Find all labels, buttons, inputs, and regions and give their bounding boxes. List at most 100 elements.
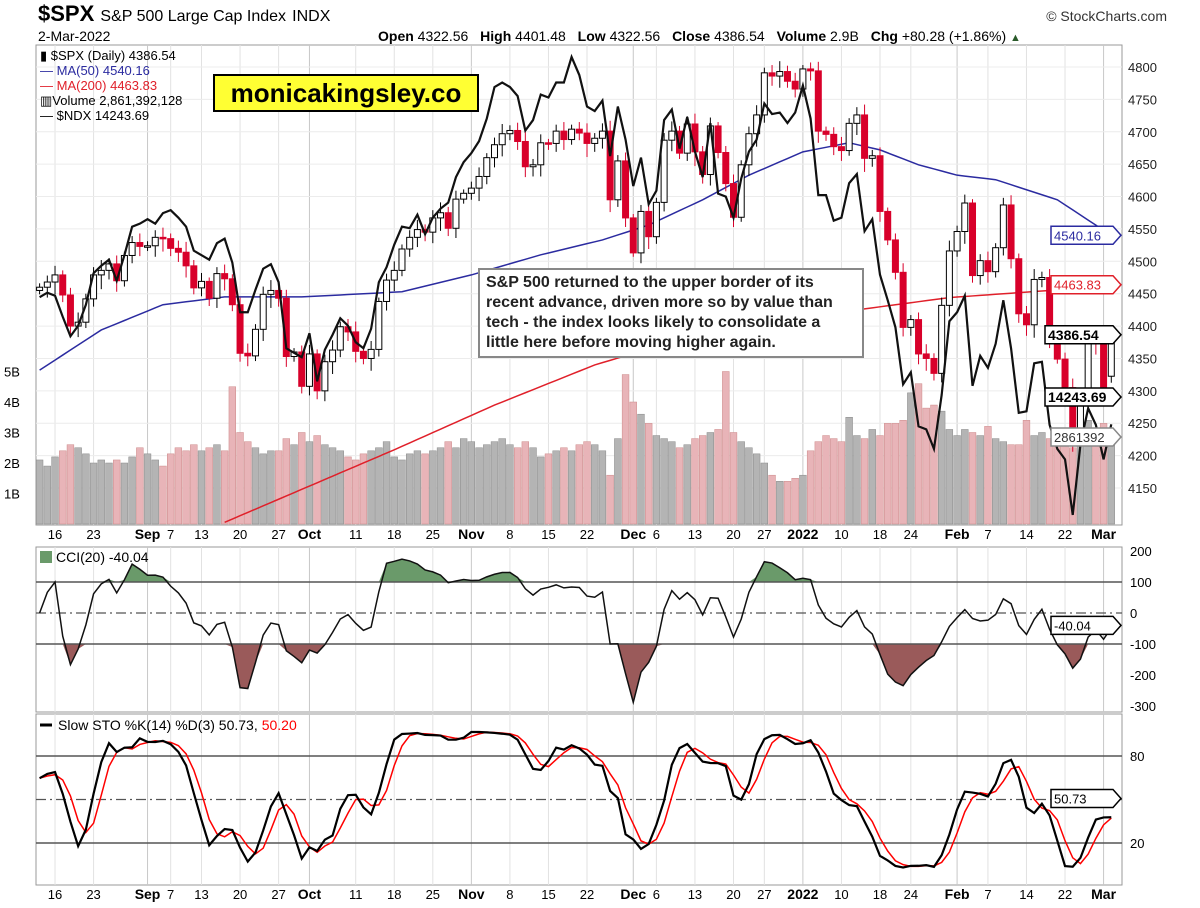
candle-body: [984, 260, 992, 273]
volume-bar: [282, 438, 290, 525]
volume-bar: [575, 444, 583, 525]
x-tick-label: 20: [726, 527, 740, 542]
ndx-tag-box: [1044, 387, 1123, 407]
volume-bar: [760, 462, 768, 525]
candle-body: [236, 304, 244, 354]
open-label: Open: [378, 28, 414, 44]
volume-bar: [1045, 438, 1054, 525]
candle-body: [43, 281, 51, 288]
x-tick-label: 11: [349, 527, 363, 542]
volume-bar: [776, 481, 784, 525]
volume-bar: [629, 401, 637, 525]
x-tick-label: 20: [233, 527, 247, 542]
volume-bar: [791, 478, 799, 525]
candle-body: [560, 130, 568, 141]
candle-body: [622, 160, 630, 219]
volume-bar: [498, 438, 506, 525]
candle-body: [359, 350, 367, 359]
candle-body: [837, 146, 845, 152]
legend-volume: ▥Volume 2,861,392,128: [40, 93, 183, 108]
x-tick-label: 14: [1019, 887, 1033, 902]
price-tick-label: 4650: [1128, 157, 1157, 172]
chart-date: 2-Mar-2022: [38, 28, 111, 44]
candle-body: [182, 251, 190, 267]
volume-bar: [89, 462, 98, 525]
volume-bar: [406, 453, 414, 525]
volume-bar: [398, 459, 406, 525]
x-tick-label: 10: [834, 887, 848, 902]
candle-body: [884, 210, 892, 241]
x-tick-label: 27: [757, 887, 771, 902]
candle-body: [59, 274, 67, 296]
x-tick-label: 13: [194, 527, 208, 542]
cci-negative-fill: [39, 644, 1112, 703]
candle-body: [614, 160, 622, 201]
volume-bar: [390, 456, 398, 525]
x-tick-label: 13: [194, 887, 208, 902]
volume-bar: [467, 441, 476, 525]
candle-body: [498, 133, 506, 146]
volume-tag-box: [1050, 427, 1123, 447]
x-tick-label: 13: [688, 527, 702, 542]
candle-body: [267, 289, 275, 295]
volume-bar: [429, 450, 437, 525]
volume-bar: [452, 447, 460, 525]
volume-bar: [991, 438, 1000, 525]
volume-bar: [460, 438, 468, 525]
x-tick-label: 22: [1058, 527, 1072, 542]
candle-body: [591, 137, 599, 144]
candle-body: [483, 157, 491, 177]
volume-bar: [506, 444, 514, 525]
x-tick-label: 7: [984, 887, 991, 902]
ma200-tag: 4463.83: [1054, 278, 1101, 293]
volume-bar: [220, 450, 229, 525]
candle-body: [945, 250, 953, 306]
volume-bar: [768, 474, 776, 525]
x-tick-label: 7: [167, 887, 174, 902]
cci-tick-label: -200: [1130, 668, 1156, 683]
x-tick-label: 16: [48, 887, 62, 902]
x-tick-label: 23: [86, 527, 100, 542]
volume-bar: [490, 441, 499, 525]
volume-bar: [598, 450, 607, 525]
volume-bar: [552, 450, 560, 525]
close-value: 4386.54: [714, 28, 765, 44]
volume-bar: [421, 453, 429, 525]
volume-bar: [930, 404, 938, 525]
candle-body: [999, 204, 1007, 249]
volume-bar: [143, 453, 152, 525]
high-value: 4401.48: [515, 28, 566, 44]
volume-bar: [244, 441, 252, 525]
candle-body: [1022, 313, 1030, 326]
x-tick-label: 25: [426, 527, 440, 542]
x-tick-label: 24: [904, 887, 918, 902]
volume-bar: [367, 450, 375, 525]
x-tick-label: Oct: [298, 886, 322, 902]
volume-bar: [806, 450, 815, 525]
volume-bar: [984, 426, 992, 525]
volume-bar: [614, 438, 622, 525]
volume-bar: [66, 444, 75, 525]
volume-bar: [328, 447, 337, 525]
candle-body: [606, 130, 614, 201]
volume-bar: [298, 432, 306, 525]
volume-bar: [1107, 436, 1115, 525]
volume-bar: [197, 450, 206, 525]
x-tick-label: Sep: [135, 886, 161, 902]
candle-body: [298, 351, 306, 387]
x-tick-label: 25: [426, 887, 440, 902]
candle-body: [676, 130, 684, 154]
candle-body: [375, 300, 383, 350]
volume-bar: [876, 435, 884, 525]
volume-bar: [167, 453, 175, 525]
candle-body: [529, 164, 537, 168]
candle-body: [1030, 278, 1038, 326]
candle-body: [383, 279, 391, 302]
candle-body: [583, 132, 591, 144]
x-tick-label: 10: [834, 527, 848, 542]
volume-bar: [822, 435, 830, 525]
candle-body: [490, 144, 498, 159]
ndx-tag: 14243.69: [1048, 389, 1107, 405]
candle-body: [51, 274, 59, 283]
ndx-line: [39, 53, 1113, 516]
